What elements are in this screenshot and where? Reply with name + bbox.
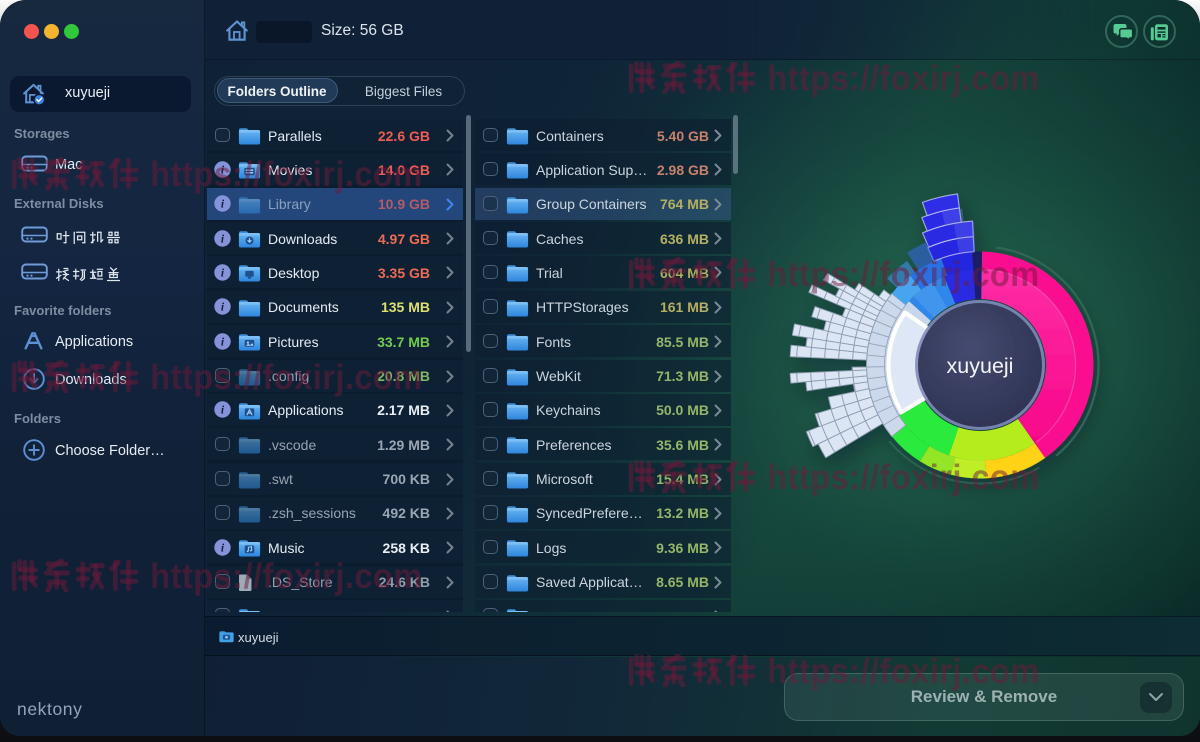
svg-text:i: i bbox=[221, 405, 225, 417]
svg-text:i: i bbox=[221, 164, 225, 176]
svg-text:i: i bbox=[221, 542, 225, 554]
svg-text:i: i bbox=[221, 233, 225, 245]
svg-text:i: i bbox=[221, 336, 225, 348]
svg-text:i: i bbox=[221, 267, 225, 279]
svg-text:xuyueji: xuyueji bbox=[947, 354, 1014, 378]
svg-text:i: i bbox=[221, 199, 225, 211]
svg-text:i: i bbox=[221, 302, 225, 314]
